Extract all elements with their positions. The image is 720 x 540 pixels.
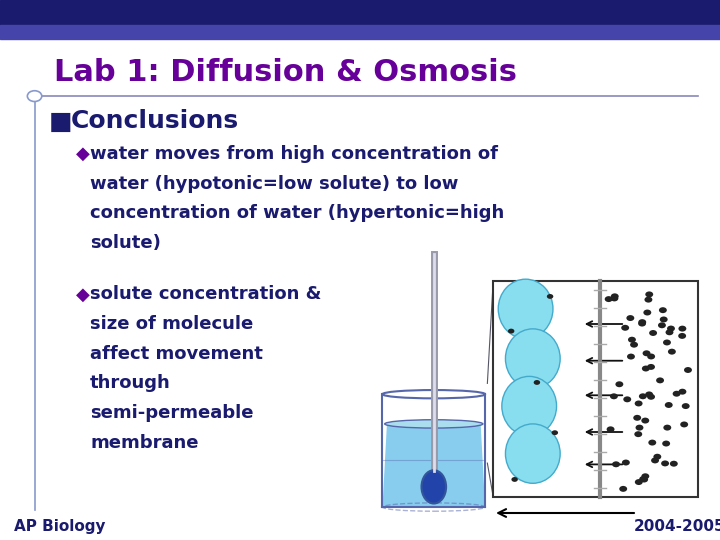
Circle shape [627,354,635,360]
Circle shape [665,329,673,335]
Text: through: through [90,374,171,393]
Circle shape [678,326,686,332]
Circle shape [649,330,657,336]
Text: ◆: ◆ [76,145,89,163]
Circle shape [636,424,644,430]
Circle shape [612,461,620,467]
Circle shape [621,325,629,331]
Circle shape [647,394,655,400]
Circle shape [630,342,638,348]
Ellipse shape [505,329,560,388]
Circle shape [508,329,514,334]
Circle shape [663,424,671,430]
Text: solute concentration &: solute concentration & [90,285,321,303]
Circle shape [610,393,618,399]
Circle shape [639,476,647,482]
Circle shape [611,293,618,299]
Circle shape [546,294,553,299]
Text: semi-permeable: semi-permeable [90,404,253,422]
Circle shape [634,431,642,437]
Polygon shape [382,424,485,507]
Text: water (hypotonic=low solute) to low: water (hypotonic=low solute) to low [90,174,459,193]
Circle shape [682,403,690,409]
Circle shape [642,366,649,372]
Circle shape [639,393,647,399]
Circle shape [662,441,670,447]
Circle shape [659,307,667,313]
Circle shape [552,430,558,435]
Circle shape [648,440,656,445]
Circle shape [638,319,646,325]
Text: membrane: membrane [90,434,199,452]
Circle shape [645,392,653,397]
Circle shape [684,367,692,373]
Ellipse shape [498,279,553,339]
Bar [0,0,720,25]
Ellipse shape [421,470,446,503]
Ellipse shape [502,376,557,436]
Circle shape [653,454,661,460]
Text: ◆: ◆ [76,285,89,303]
Text: water moves from high concentration of: water moves from high concentration of [90,145,498,163]
Circle shape [622,460,630,465]
Text: Lab 1: Diffusion & Osmosis: Lab 1: Diffusion & Osmosis [54,58,517,87]
Circle shape [605,296,613,302]
Circle shape [635,479,643,485]
Circle shape [647,364,655,370]
Circle shape [611,295,618,301]
Circle shape [647,354,655,360]
Circle shape [619,486,627,492]
Circle shape [511,477,518,482]
Circle shape [642,417,649,423]
Circle shape [644,309,652,315]
Text: ■: ■ [49,110,73,133]
Text: 2004-2005: 2004-2005 [634,519,720,534]
Circle shape [27,91,42,102]
Text: size of molecule: size of molecule [90,315,253,333]
Circle shape [678,333,686,339]
Circle shape [656,377,664,383]
Text: concentration of water (hypertonic=high: concentration of water (hypertonic=high [90,204,504,222]
Circle shape [634,415,642,421]
Circle shape [638,321,646,327]
Circle shape [642,350,650,356]
Circle shape [626,315,634,321]
Circle shape [661,461,669,467]
Ellipse shape [384,420,483,428]
Bar [493,281,698,497]
Circle shape [678,389,686,395]
Text: affect movement: affect movement [90,345,263,363]
Circle shape [660,316,667,322]
Circle shape [645,292,653,298]
Bar [0,25,720,39]
Circle shape [672,391,680,397]
Circle shape [670,461,678,467]
Circle shape [644,296,652,302]
Circle shape [624,396,631,402]
Circle shape [640,477,648,483]
Text: Conclusions: Conclusions [71,110,239,133]
Circle shape [634,401,642,407]
Text: AP Biology: AP Biology [14,519,106,534]
Circle shape [663,340,671,346]
Circle shape [658,322,666,328]
Text: solute): solute) [90,234,161,252]
Circle shape [665,402,672,408]
Circle shape [607,427,615,433]
Ellipse shape [505,424,560,483]
Circle shape [667,326,675,332]
Circle shape [628,337,636,343]
Circle shape [668,349,676,355]
Circle shape [680,422,688,428]
Circle shape [616,381,624,387]
Circle shape [642,473,649,479]
Circle shape [534,380,540,385]
Circle shape [651,457,659,463]
